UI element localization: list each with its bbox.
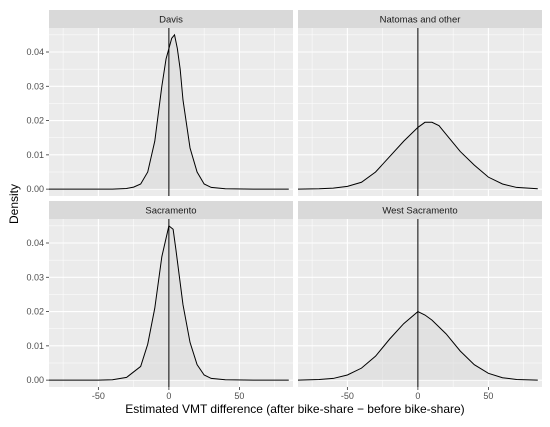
y-tick-label: 0.00 <box>26 184 44 194</box>
facet-strip <box>298 10 542 28</box>
panel-davis: Davis 0.00 0.01 0.02 0.03 0.04 <box>26 10 293 196</box>
y-tick-label: 0.04 <box>26 47 44 57</box>
x-tick-label: 0 <box>415 391 420 401</box>
panel-sacramento: Sacramento 0.00 0.01 0.02 0.03 0.04 -50 0 50 <box>26 201 293 401</box>
y-tick-label: 0.03 <box>26 81 44 91</box>
panel-west-sacramento: West Sacramento -50 0 50 <box>297 201 542 401</box>
y-tick-label: 0.02 <box>26 116 44 126</box>
facet-strip-label: Natomas and other <box>380 15 461 26</box>
density-line <box>297 310 538 381</box>
x-tick-label: 50 <box>234 391 244 401</box>
facet-strip <box>49 201 293 219</box>
x-axis-title: Estimated VMT difference (after bike-sha… <box>125 402 464 416</box>
y-tick-label: 0.02 <box>26 307 44 317</box>
density-line <box>297 121 538 190</box>
y-tick-label: 0.03 <box>26 272 44 282</box>
y-tick-label: 0.01 <box>26 341 44 351</box>
x-tick-label: -50 <box>341 391 354 401</box>
x-tick-label: -50 <box>92 391 105 401</box>
y-tick-label: 0.00 <box>26 375 44 385</box>
density-line <box>49 224 289 381</box>
facet-strip <box>298 201 542 219</box>
facet-strip-label: Sacramento <box>145 206 196 217</box>
facet-strip-label: Davis <box>159 15 183 26</box>
density-line <box>49 33 289 190</box>
panels: Davis 0.00 0.01 0.02 0.03 0.04 Natomas and oth… <box>26 10 542 401</box>
facet-strip <box>49 10 293 28</box>
y-tick-label: 0.01 <box>26 150 44 160</box>
y-axis-title: Density <box>7 184 21 224</box>
y-tick-label: 0.04 <box>26 238 44 248</box>
x-tick-label: 50 <box>483 391 493 401</box>
facet-strip-label: West Sacramento <box>382 206 457 217</box>
x-tick-label: 0 <box>166 391 171 401</box>
panel-natomas-and-other: Natomas and other <box>297 10 542 196</box>
